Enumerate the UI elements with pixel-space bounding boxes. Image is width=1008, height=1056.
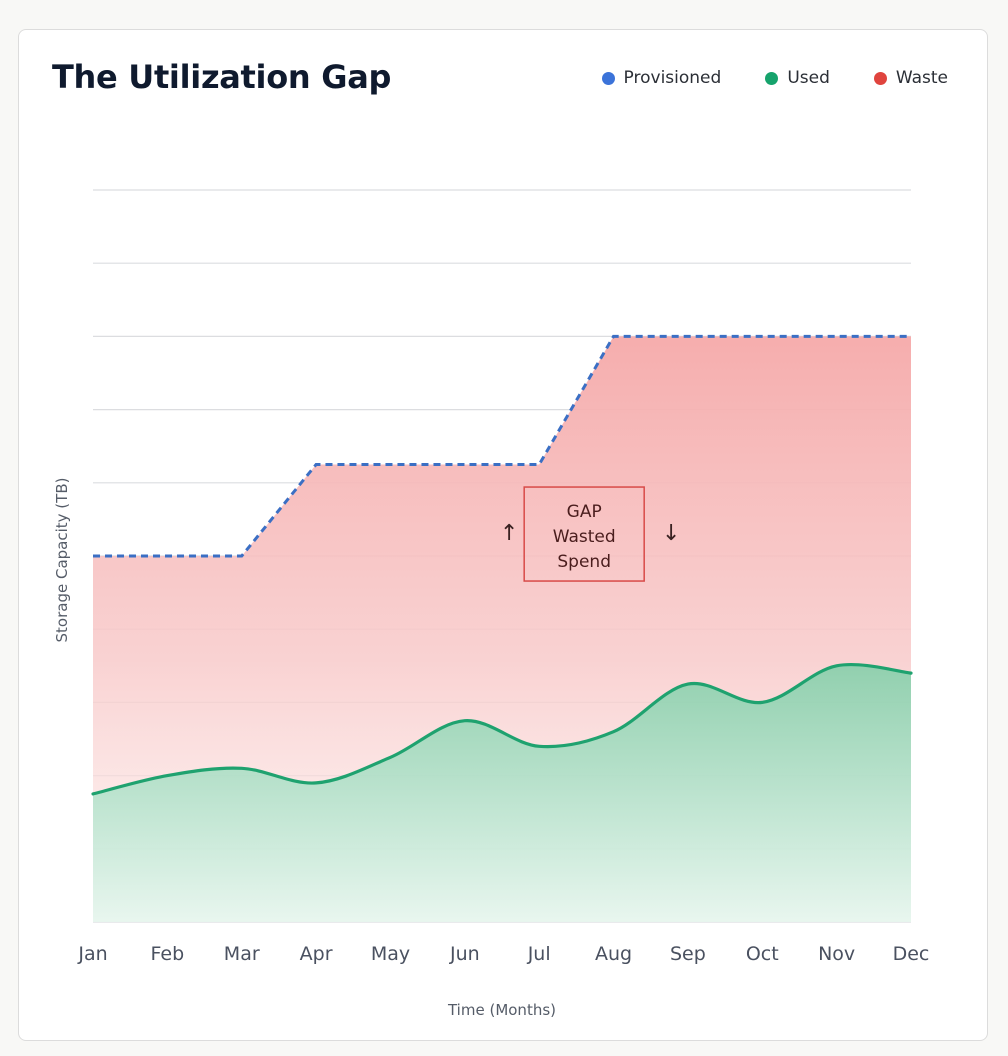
legend-dot-provisioned [601, 71, 615, 85]
down-arrow-icon: ↓ [662, 521, 680, 546]
x-tick-label-jan: Jan [77, 943, 107, 965]
x-axis-label: Time (Months) [447, 1001, 556, 1019]
x-tick-label-jul: Jul [527, 943, 551, 965]
legend-item-provisioned: Provisioned [601, 68, 722, 88]
provisioned-series-line [93, 334, 911, 558]
legend-label-used: Used [787, 68, 830, 88]
x-tick-label-mar: Mar [224, 943, 260, 965]
x-tick-label-jun: Jun [449, 943, 480, 965]
legend-item-used: Used [765, 68, 830, 88]
legend-label-waste: Waste [895, 68, 948, 88]
x-tick-label-may: May [371, 943, 410, 965]
x-tick-label-sep: Sep [670, 943, 706, 965]
legend-dot-used [765, 71, 779, 85]
y-axis-label: Storage Capacity (TB) [53, 478, 71, 643]
legend-label-provisioned: Provisioned [623, 68, 722, 88]
gap-annotation-box [523, 486, 645, 582]
gap-annotation: GAP Wasted Spend ↑ ↓ [500, 486, 680, 582]
x-tick-label-dec: Dec [893, 943, 930, 965]
x-tick-label-nov: Nov [818, 943, 855, 965]
up-arrow-icon: ↑ [500, 521, 518, 546]
x-tick-label-apr: Apr [300, 943, 333, 965]
used-area [93, 664, 911, 922]
gap-annotation-line-1: GAP [567, 502, 602, 522]
x-tick-label-oct: Oct [746, 943, 779, 965]
used-series-line [91, 663, 913, 796]
gap-annotation-line-3: Spend [557, 552, 611, 572]
x-tick-label-aug: Aug [595, 943, 632, 965]
legend-item-waste: Waste [873, 68, 948, 88]
legend-dot-waste [873, 71, 887, 85]
legend: Provisioned Used Waste [601, 68, 948, 88]
x-tick-label-feb: Feb [151, 943, 185, 965]
chart-title: The Utilization Gap [52, 58, 392, 96]
gap-annotation-line-2: Wasted [553, 527, 616, 547]
x-tick-labels: Jan Feb Mar Apr May Jun Jul Aug Sep Oct Nov Dec [77, 943, 929, 965]
